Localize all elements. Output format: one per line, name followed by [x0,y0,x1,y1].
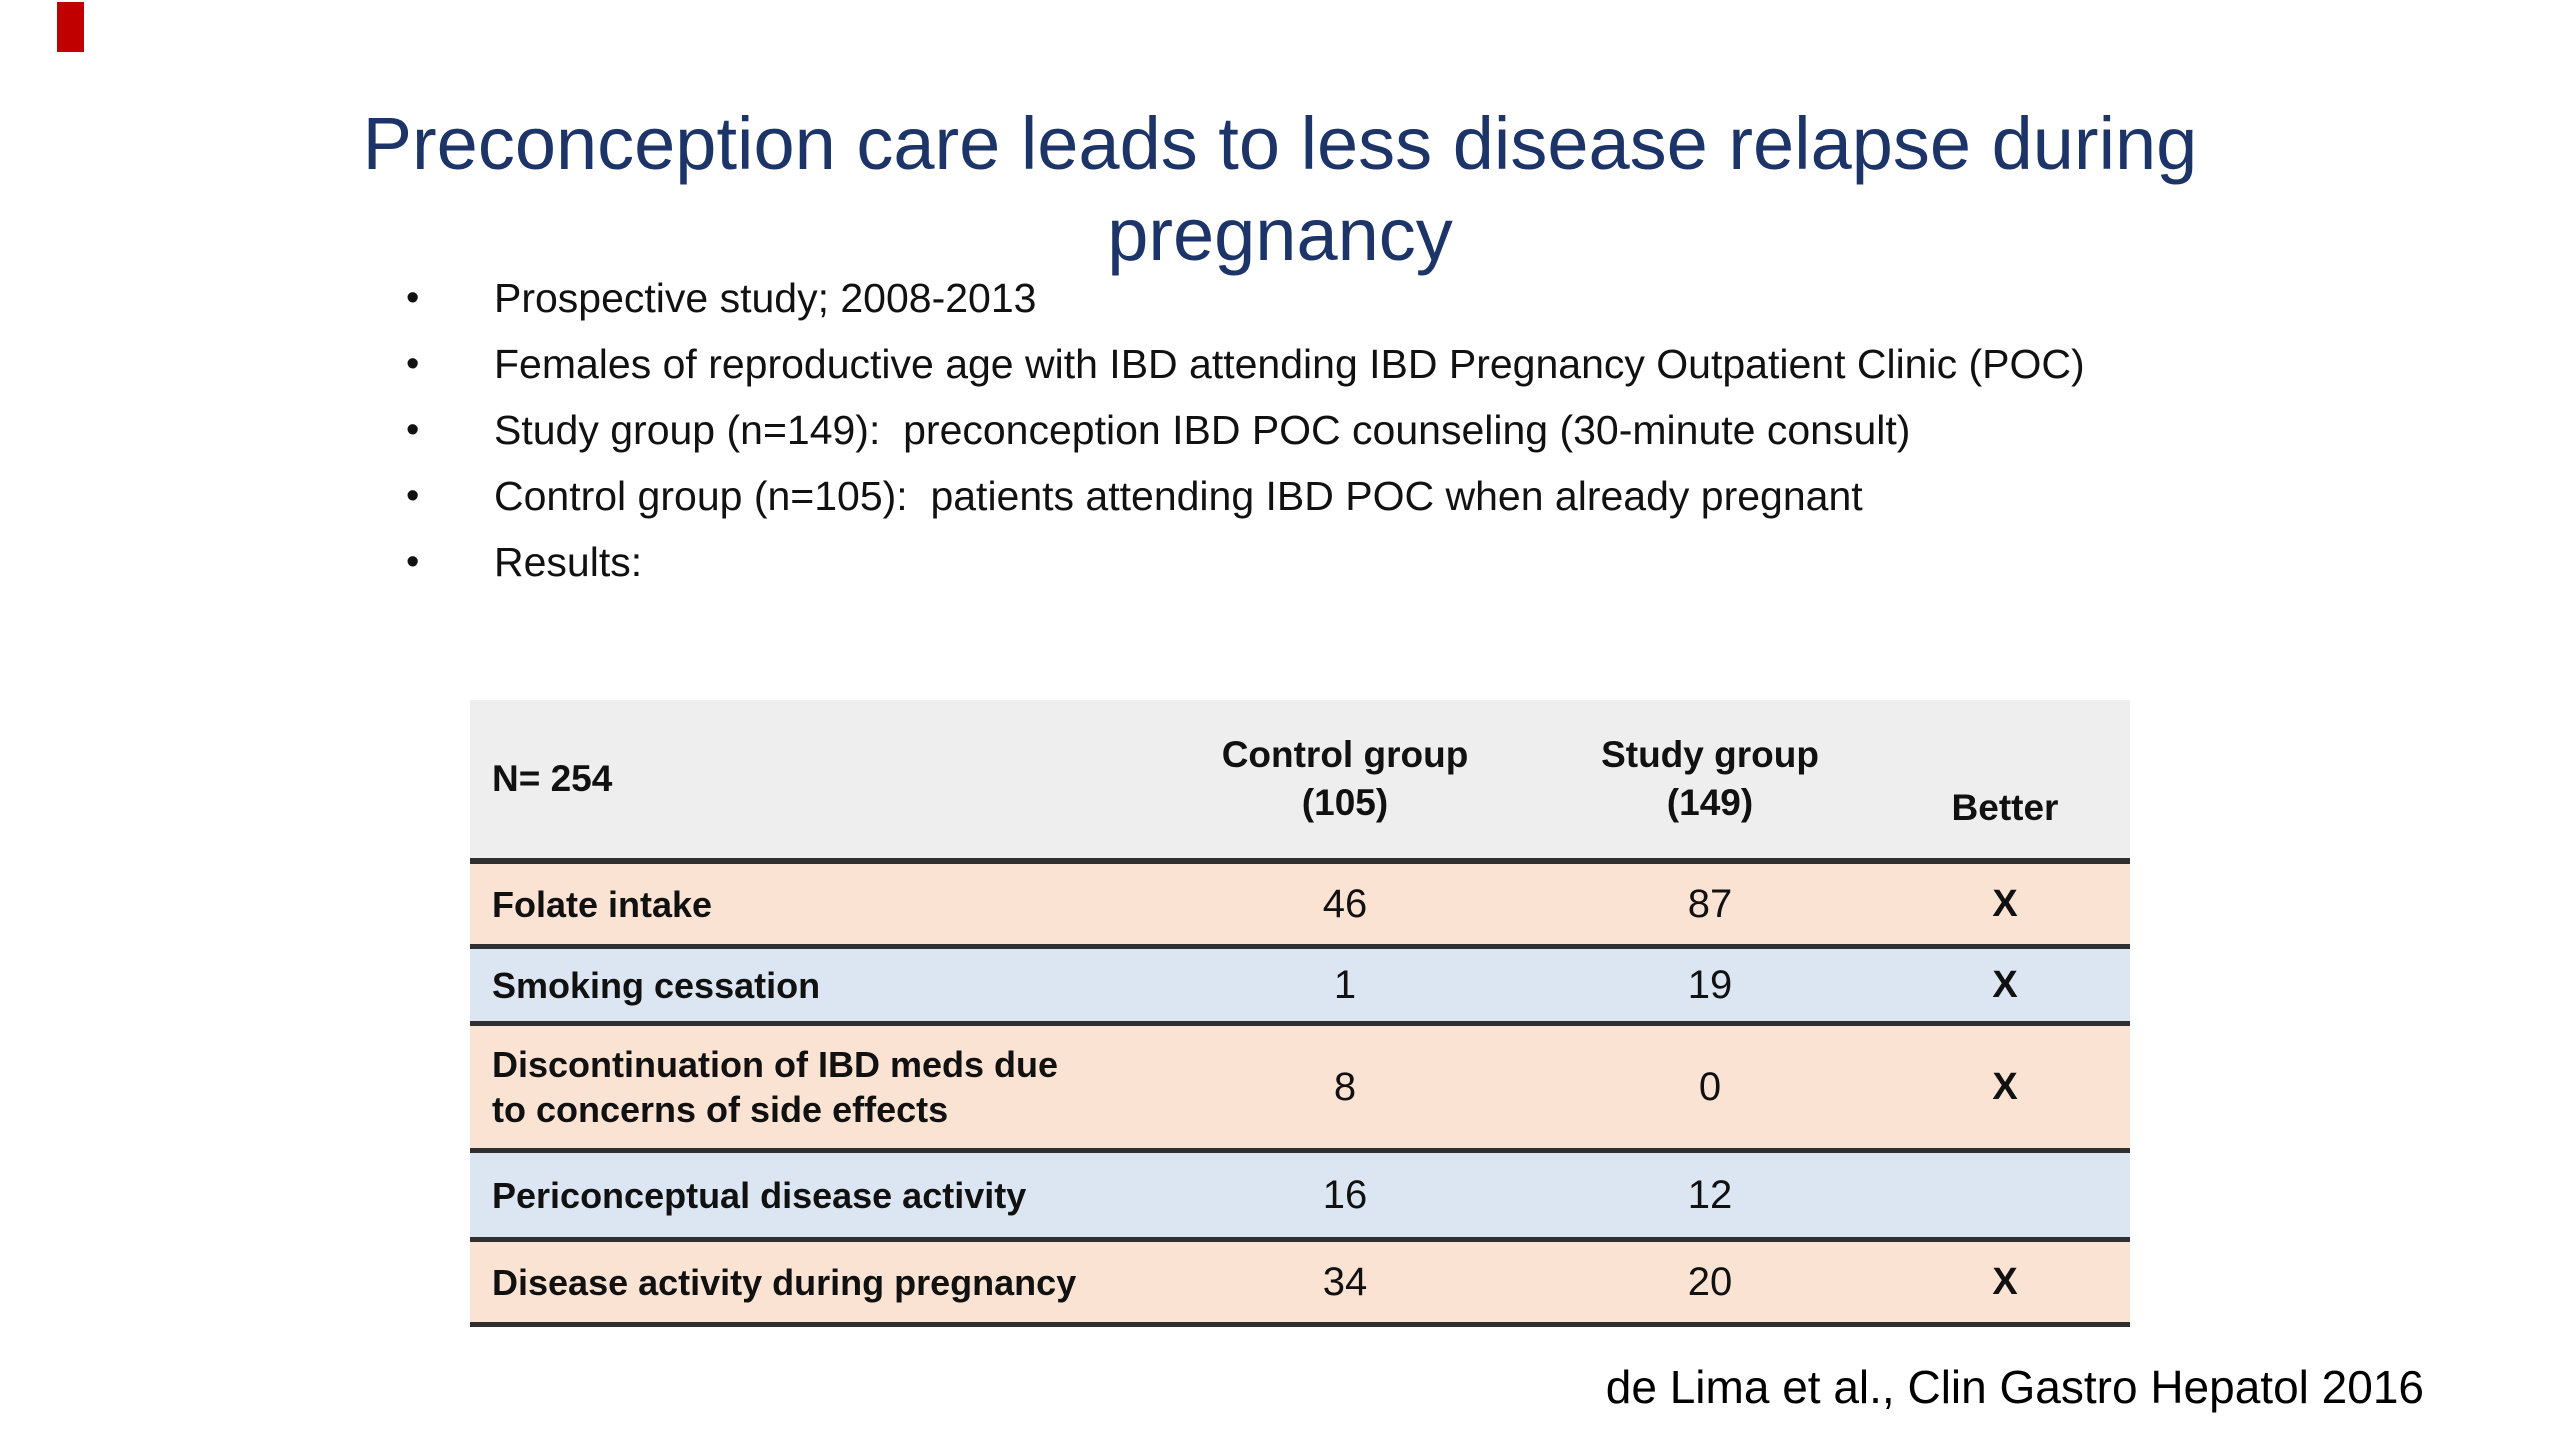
col-header-control-line2: (105) [1301,782,1389,823]
cell-control: 46 [1322,881,1368,926]
col-header-control: Control group (105) [1150,700,1540,858]
cell-study: 0 [1698,1064,1722,1109]
cell-control: 1 [1333,962,1357,1007]
cell-better [1880,1153,2130,1237]
cell-better: X [1992,1065,2018,1108]
bullet-text: Prospective study; 2008-2013 [494,275,1037,321]
row-label: Smoking cessation [492,964,821,1006]
table-row: Disease activity during pregnancy 34 20 … [470,1242,2130,1327]
cell-control: 34 [1322,1259,1368,1304]
cell-control: 8 [1333,1064,1357,1109]
table-row: Folate intake 46 87 X [470,864,2130,949]
row-label: Disease activity during pregnancy [492,1261,1077,1303]
col-header-better: Better [1951,787,2059,828]
cell-better: X [1992,1260,2018,1303]
table-row: Periconceptual disease activity 16 12 [470,1153,2130,1242]
col-header-study: Study group (149) [1540,700,1880,858]
bullet-item: • Control group (n=105): patients attend… [392,470,2152,523]
cell-study: 87 [1687,881,1733,926]
row-label: Folate intake [492,883,713,925]
bullet-text: Study group (n=149): preconception IBD P… [494,407,1911,453]
bullet-item: • Females of reproductive age with IBD a… [392,338,2152,391]
bullet-text: Control group (n=105): patients attendin… [494,473,1863,519]
slide-title-line1: Preconception care leads to less disease… [362,101,2198,185]
bullet-icon: • [406,343,420,385]
bullet-item: • Results: [392,536,2152,589]
bullet-text: Results: [494,539,643,585]
results-table: N= 254 Control group (105) Study group (14… [470,700,2130,1327]
slide-title: Preconception care leads to less disease… [0,98,2560,282]
cell-control: 16 [1322,1172,1368,1217]
bullet-icon: • [406,475,420,517]
col-header-n: N= 254 [492,758,613,799]
bullet-item: • Prospective study; 2008-2013 [392,272,2152,325]
bullet-text: Females of reproductive age with IBD att… [494,341,2085,387]
cell-study: 20 [1687,1259,1733,1304]
col-header-control-line1: Control group [1221,734,1469,775]
citation: de Lima et al., Clin Gastro Hepatol 2016 [1605,1361,2424,1413]
row-label: Periconceptual disease activity [492,1174,1027,1216]
cell-study: 19 [1687,962,1733,1007]
table-row: Smoking cessation 1 19 X [470,949,2130,1026]
bullet-icon: • [406,409,420,451]
col-header-study-line1: Study group [1601,734,1819,775]
cell-better: X [1992,882,2018,925]
cell-study: 12 [1687,1172,1733,1217]
bullet-list: • Prospective study; 2008-2013 • Females… [392,272,2152,602]
col-header-study-line2: (149) [1666,782,1754,823]
table-header-row: N= 254 Control group (105) Study group (14… [470,700,2130,864]
slide-title-line2: pregnancy [1107,193,1453,277]
bullet-icon: • [406,541,420,583]
table-row: Discontinuation of IBD meds due to conce… [470,1026,2130,1153]
red-marker [57,2,84,52]
row-label: Discontinuation of IBD meds due to conce… [492,1044,1059,1130]
cell-better: X [1992,963,2018,1006]
bullet-item: • Study group (n=149): preconception IBD… [392,404,2152,457]
bullet-icon: • [406,277,420,319]
